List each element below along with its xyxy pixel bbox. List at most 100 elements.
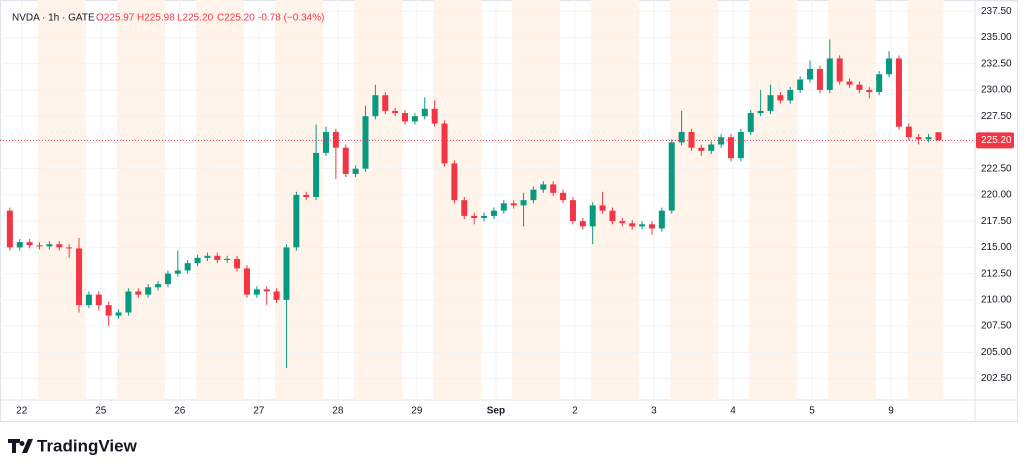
- candle-body: [214, 255, 221, 260]
- candle-body: [194, 257, 201, 264]
- extended-hours-band: [749, 0, 798, 400]
- session-bands: [38, 0, 944, 400]
- candle-body: [777, 95, 784, 101]
- candle-body: [935, 132, 942, 141]
- candle-body: [609, 210, 616, 222]
- candle-body: [816, 68, 823, 90]
- x-tick-label: 22: [16, 406, 28, 417]
- candle-body: [550, 184, 557, 193]
- candle-body: [658, 210, 665, 229]
- ohlc-close: C225.20: [217, 13, 255, 24]
- candle-body: [757, 110, 764, 114]
- extended-hours-band: [38, 0, 86, 400]
- candle-body: [728, 137, 735, 159]
- chart-frame: [0, 0, 1018, 422]
- y-tick-label: 227.50: [981, 111, 1012, 122]
- candle-body: [135, 291, 142, 295]
- x-tick-label: 4: [730, 406, 736, 417]
- candle-body: [382, 95, 389, 111]
- candle-body: [26, 242, 33, 246]
- y-tick-label: 220.00: [981, 190, 1012, 201]
- candle-body: [698, 147, 705, 151]
- candle-body: [36, 245, 43, 247]
- candle-body: [826, 58, 833, 90]
- extended-hours-band: [117, 0, 165, 400]
- candle-body: [836, 58, 843, 82]
- candle-body: [540, 184, 547, 190]
- logo-mark: [8, 439, 33, 453]
- x-tick-label: 27: [253, 406, 265, 417]
- x-tick-label: 25: [95, 406, 107, 417]
- candle-body: [915, 137, 922, 140]
- candle-body: [639, 224, 646, 227]
- candle-body: [668, 142, 675, 211]
- candle-body: [313, 152, 320, 198]
- candle-body: [164, 273, 171, 285]
- candle-body: [856, 84, 863, 90]
- candle-body: [155, 284, 162, 288]
- candle-body: [560, 192, 567, 201]
- candle-body: [85, 294, 92, 306]
- candle-body: [678, 131, 685, 143]
- symbol: NVDA · 1h · GATE: [12, 13, 95, 24]
- y-tick-label: 207.50: [981, 321, 1012, 332]
- candle-body: [303, 194, 310, 198]
- candle-body: [332, 131, 339, 148]
- x-tick-label: 3: [651, 406, 657, 417]
- candle-body: [579, 221, 586, 227]
- x-tick-label: 2: [572, 406, 578, 417]
- extended-hours-band: [907, 0, 944, 400]
- change: -0.78 (−0.34%): [258, 13, 324, 24]
- extended-hours-band: [196, 0, 244, 400]
- candle-body: [431, 108, 438, 124]
- x-tick-label: Sep: [487, 406, 505, 417]
- candle-body: [402, 113, 409, 122]
- candle-body: [105, 305, 112, 316]
- candle-body: [293, 194, 300, 248]
- candle-body: [263, 289, 270, 292]
- extended-hours-band: [670, 0, 719, 400]
- x-tick-label: 29: [411, 406, 423, 417]
- candle-body: [95, 294, 102, 306]
- y-tick-label: 235.00: [981, 32, 1012, 43]
- candle-body: [767, 95, 774, 111]
- y-tick-label: 230.00: [981, 85, 1012, 96]
- candle-body: [807, 68, 814, 80]
- x-tick-label: 5: [809, 406, 815, 417]
- x-tick-label: 28: [332, 406, 344, 417]
- candle-body: [905, 126, 912, 138]
- candle-body: [184, 263, 191, 271]
- candle-body: [273, 291, 280, 300]
- y-tick-label: 202.50: [981, 373, 1012, 384]
- last-price-tag: [976, 132, 1014, 149]
- candle-body: [648, 224, 655, 229]
- candle-body: [886, 58, 893, 75]
- candle-body: [76, 248, 83, 306]
- candle-body: [6, 210, 13, 248]
- candle-body: [224, 258, 231, 260]
- candle-body: [599, 205, 606, 211]
- candle-body: [718, 137, 725, 145]
- y-tick-label: 215.00: [981, 242, 1012, 253]
- candle-body: [876, 74, 883, 93]
- candle-body: [362, 116, 369, 169]
- candle-body: [372, 95, 379, 117]
- y-tick-label: 232.50: [981, 58, 1012, 69]
- candle-body: [895, 58, 902, 127]
- candle-body: [688, 131, 695, 148]
- y-tick-label: 210.00: [981, 295, 1012, 306]
- extended-hours-band: [591, 0, 640, 400]
- candle-body: [411, 116, 418, 122]
- candle-body: [441, 123, 448, 164]
- last-price-label: 225.20: [981, 135, 1012, 146]
- x-tick-label: 26: [174, 406, 186, 417]
- candle-body: [797, 79, 804, 90]
- candle-body: [322, 131, 329, 153]
- y-tick-label: 212.50: [981, 268, 1012, 279]
- candle-body: [629, 223, 636, 227]
- candle-body: [451, 163, 458, 201]
- plot: [0, 39, 975, 369]
- candle-body: [421, 108, 428, 117]
